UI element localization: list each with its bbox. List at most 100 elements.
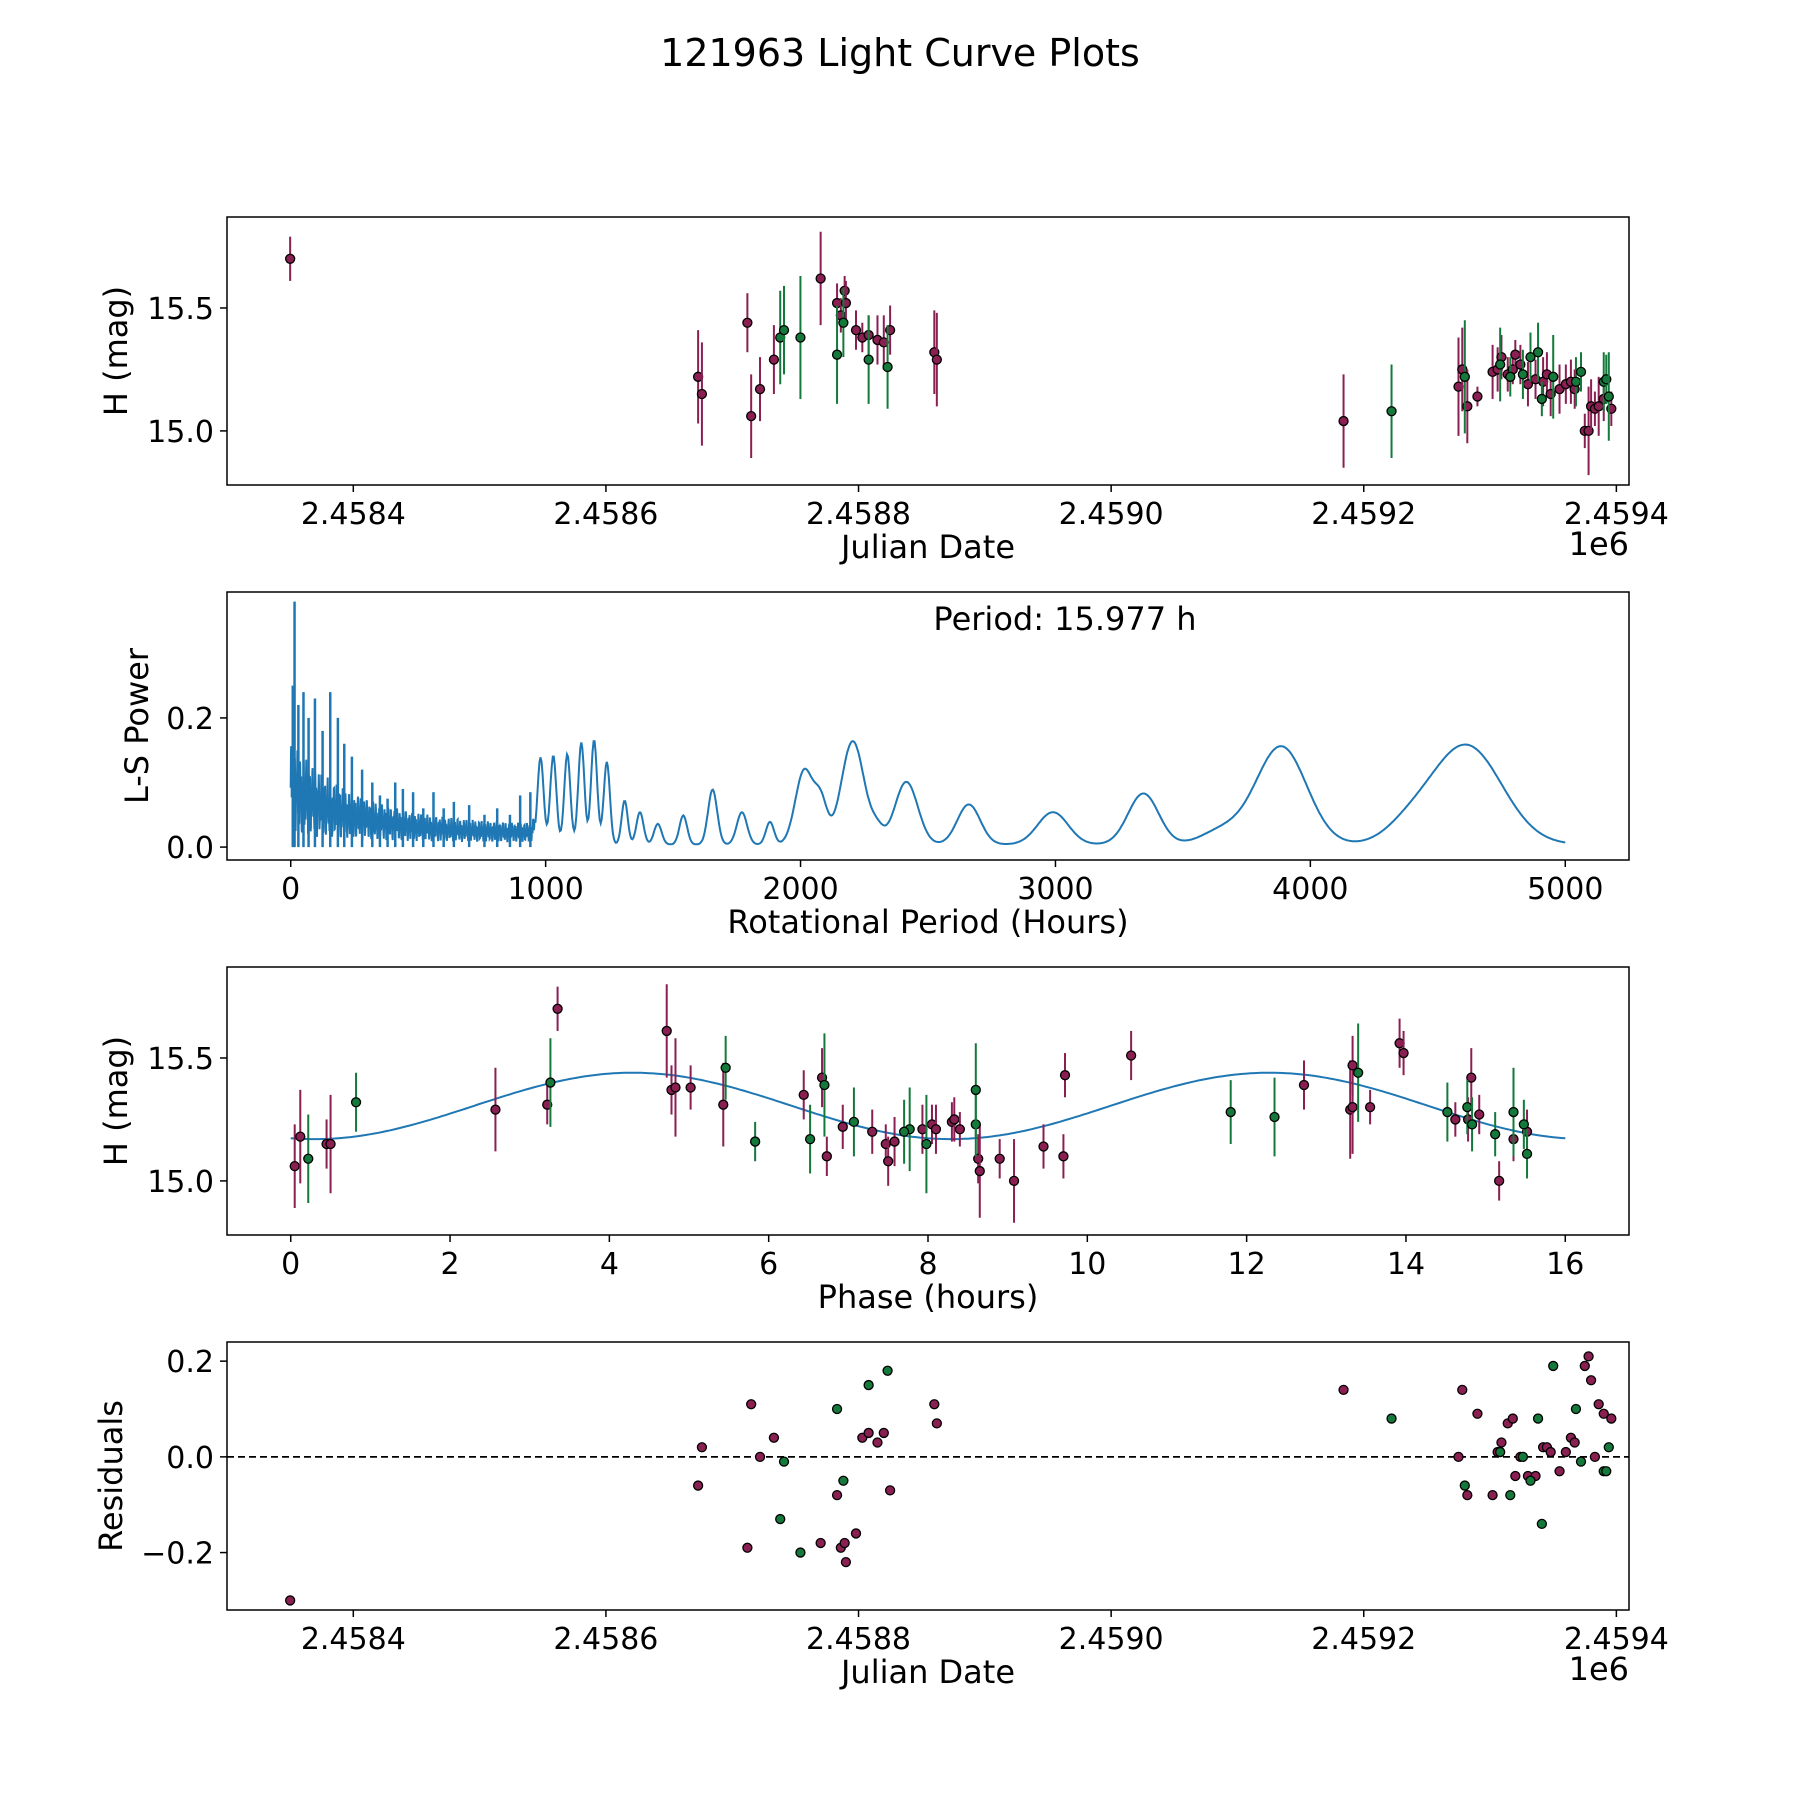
phased-magenta-point — [295, 1131, 306, 1142]
lightcurve-green-point — [778, 324, 790, 336]
phased-magenta-point — [1450, 1114, 1461, 1125]
phased-xtick-label: 10 — [1068, 1247, 1106, 1282]
residuals-magenta-point — [1569, 1437, 1580, 1448]
residuals-magenta-point — [285, 1595, 296, 1606]
phased-magenta-point — [1059, 1070, 1071, 1081]
residuals-green-point — [1575, 1456, 1587, 1467]
lightcurve-xtick-label: 2.4594 — [1564, 497, 1669, 532]
lightcurve-magenta-point — [1510, 349, 1521, 360]
phased-green-point — [1442, 1106, 1453, 1118]
residuals-ytick-label: 0.0 — [166, 1441, 214, 1476]
lightcurve-xtick-label: 2.4588 — [806, 497, 911, 532]
residuals-magenta-point — [815, 1537, 826, 1549]
phased-green-point — [848, 1116, 860, 1128]
residuals-offset-label: 1e6 — [1569, 1650, 1629, 1688]
lightcurve-ytick-label: 15.5 — [147, 292, 214, 327]
residuals-ylabel: Residuals — [92, 1400, 130, 1552]
residuals-green-point — [1505, 1489, 1516, 1501]
phased-xtick-label: 14 — [1387, 1247, 1425, 1282]
lightcurve-green-point — [1495, 359, 1506, 370]
phased-green-point — [1518, 1119, 1529, 1130]
lightcurve-panel: 2.4584 2.4586 2.4588 2.4590 2.4592 2.4594 15.0… — [97, 216, 1669, 566]
residuals-magenta-point — [1462, 1489, 1473, 1501]
phased-magenta-point — [837, 1121, 848, 1132]
phased-green-point — [303, 1153, 314, 1164]
phased-magenta-point — [1364, 1101, 1376, 1113]
residuals-magenta-point — [696, 1442, 708, 1453]
residuals-green-point — [1601, 1466, 1612, 1477]
lightcurve-green-point — [1536, 393, 1547, 405]
phased-magenta-point — [798, 1089, 809, 1101]
lightcurve-magenta-point — [815, 273, 826, 284]
periodogram-xtick-label: 0 — [281, 872, 300, 907]
lightcurve-magenta-point — [839, 285, 850, 296]
lightcurve-green-point — [838, 317, 849, 328]
residuals-green-point — [831, 1403, 843, 1415]
residuals-magenta-point — [1579, 1360, 1590, 1372]
lightcurve-magenta-point — [696, 388, 708, 400]
lightcurve-magenta-point — [850, 324, 862, 336]
residuals-magenta-point — [931, 1418, 942, 1429]
phased-green-point — [1353, 1067, 1364, 1078]
residuals-panel: 2.4584 2.4586 2.4588 2.4590 2.4592 2.4594 −0.2… — [92, 1341, 1669, 1691]
lightcurve-xtick-label: 2.4584 — [301, 497, 406, 532]
periodogram-xlabel: Rotational Period (Hours) — [727, 903, 1128, 941]
phased-green-point — [921, 1138, 932, 1150]
periodogram-frame — [226, 591, 1630, 861]
lightcurve-green-point — [1517, 369, 1529, 380]
lightcurve-green-point — [1532, 347, 1544, 358]
phased-magenta-point — [821, 1151, 832, 1162]
phased-green-point — [804, 1133, 816, 1145]
residuals-green-point — [1495, 1446, 1506, 1458]
residuals-magenta-point — [839, 1537, 850, 1549]
residuals-green-point — [838, 1475, 849, 1486]
lightcurve-magenta-point — [285, 253, 296, 264]
lightcurve-ylabel: H (mag) — [97, 286, 135, 416]
phased-green-point — [350, 1097, 362, 1108]
phased-ylabel: H (mag) — [97, 1036, 135, 1166]
lightcurve-magenta-point — [742, 317, 753, 328]
lightcurve-green-point — [795, 332, 806, 343]
phased-xtick-label: 8 — [918, 1247, 937, 1282]
residuals-magenta-point — [1606, 1413, 1617, 1424]
lightcurve-magenta-point — [931, 354, 942, 365]
residuals-magenta-point — [742, 1542, 753, 1553]
lightcurve-green-point — [863, 354, 874, 365]
lightcurve-offset-label: 1e6 — [1569, 525, 1629, 563]
residuals-green-point — [882, 1365, 893, 1376]
lightcurve-xlabel: Julian Date — [839, 528, 1015, 566]
phased-xlabel: Phase (hours) — [818, 1278, 1039, 1316]
phased-magenta-point — [1474, 1109, 1485, 1120]
residuals-magenta-point — [1457, 1384, 1468, 1396]
phased-magenta-point — [1008, 1175, 1020, 1187]
residuals-magenta-point — [1589, 1451, 1601, 1463]
periodogram-xtick-label: 3000 — [1017, 872, 1093, 907]
phased-magenta-point — [930, 1124, 942, 1135]
phased-xtick-label: 4 — [600, 1247, 619, 1282]
lightcurve-green-point — [831, 349, 843, 360]
phased-magenta-point — [670, 1082, 681, 1093]
lightcurve-green-point — [1525, 351, 1536, 363]
phased-magenta-point — [1058, 1151, 1069, 1162]
phased-magenta-point — [883, 1156, 894, 1167]
phased-green-point — [819, 1079, 830, 1091]
residuals-magenta-point — [768, 1432, 780, 1443]
periodogram-xtick-label: 4000 — [1272, 872, 1348, 907]
periodogram-panel: 0 1000 2000 3000 4000 5000 0.0 0.2 Period: 15.9… — [118, 591, 1630, 941]
periodogram-curve — [289, 740, 1566, 846]
residuals-magenta-point — [850, 1528, 862, 1539]
phased-green-point — [1269, 1111, 1280, 1123]
residuals-magenta-point — [1593, 1399, 1604, 1410]
residuals-magenta-point — [1338, 1384, 1349, 1396]
residuals-green-point — [1459, 1480, 1470, 1491]
phased-magenta-point — [325, 1138, 336, 1150]
residuals-green-point — [1603, 1442, 1614, 1453]
phased-magenta-point — [994, 1153, 1005, 1164]
residuals-xlabel: Julian Date — [839, 1653, 1015, 1691]
periodogram-ytick-label: 0.0 — [166, 831, 214, 866]
lightcurve-magenta-point — [746, 411, 757, 422]
lightcurve-magenta-point — [1338, 415, 1349, 427]
phased-green-point — [1462, 1101, 1473, 1113]
periodogram-ytick-label: 0.2 — [166, 702, 214, 737]
